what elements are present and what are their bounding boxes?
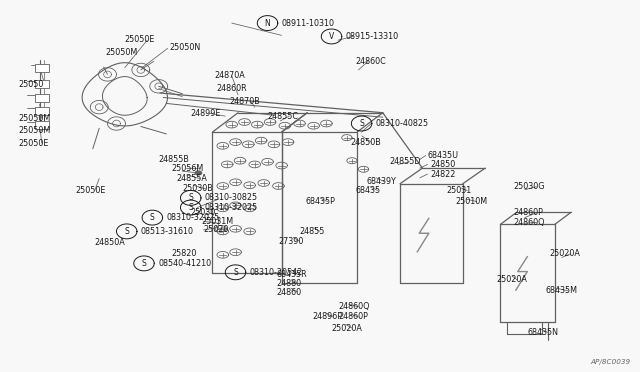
- Text: 25031: 25031: [447, 186, 472, 195]
- Text: 08915-13310: 08915-13310: [346, 32, 399, 41]
- Text: 25050E: 25050E: [125, 35, 155, 44]
- Text: 08540-41210: 08540-41210: [158, 259, 211, 268]
- Text: 24860P: 24860P: [513, 208, 543, 217]
- Text: 24870A: 24870A: [214, 71, 245, 80]
- Text: 24860Q: 24860Q: [513, 218, 545, 227]
- Text: N: N: [265, 19, 270, 28]
- Text: 25056M: 25056M: [172, 164, 204, 173]
- Text: 24899E: 24899E: [191, 109, 221, 118]
- Text: 08310-32025: 08310-32025: [205, 203, 258, 212]
- Text: 24860P: 24860P: [338, 312, 368, 321]
- Text: 27390: 27390: [278, 237, 304, 246]
- Text: 24850: 24850: [430, 160, 455, 169]
- Text: 24855A: 24855A: [176, 174, 207, 183]
- Text: S: S: [188, 203, 193, 212]
- Text: 25030: 25030: [191, 208, 216, 217]
- Text: 24880: 24880: [276, 279, 301, 288]
- Text: S: S: [359, 119, 364, 128]
- Text: S: S: [233, 268, 238, 277]
- Text: V: V: [329, 32, 334, 41]
- FancyBboxPatch shape: [35, 80, 49, 88]
- Text: 24870B: 24870B: [229, 97, 260, 106]
- Text: 24860C: 24860C: [355, 57, 386, 66]
- FancyBboxPatch shape: [35, 94, 49, 102]
- Text: 68435U: 68435U: [428, 151, 459, 160]
- Text: 24860Q: 24860Q: [338, 302, 369, 311]
- Text: 68435: 68435: [355, 186, 380, 195]
- Text: AP/8C0039: AP/8C0039: [590, 359, 630, 365]
- FancyBboxPatch shape: [35, 107, 49, 115]
- Text: 24822: 24822: [430, 170, 456, 179]
- Text: S: S: [124, 227, 129, 236]
- Text: 08310-30825: 08310-30825: [205, 193, 258, 202]
- Text: 25050M: 25050M: [18, 126, 50, 135]
- Text: 25020A: 25020A: [549, 249, 580, 258]
- Text: 24855: 24855: [300, 227, 325, 236]
- Text: 25050E: 25050E: [18, 139, 48, 148]
- Text: 25031M: 25031M: [202, 217, 234, 226]
- Text: 08513-31610: 08513-31610: [141, 227, 194, 236]
- Text: S: S: [141, 259, 147, 268]
- Text: 25030G: 25030G: [513, 182, 545, 191]
- Text: S: S: [188, 193, 193, 202]
- Text: 24850A: 24850A: [95, 238, 125, 247]
- Circle shape: [195, 171, 202, 175]
- Text: 25050: 25050: [18, 80, 44, 89]
- Text: 08310-20542: 08310-20542: [250, 268, 303, 277]
- Text: 08911-10310: 08911-10310: [282, 19, 335, 28]
- Text: S: S: [150, 213, 155, 222]
- Text: 25020A: 25020A: [332, 324, 362, 333]
- Text: 08310-32025: 08310-32025: [166, 213, 220, 222]
- Text: 25050E: 25050E: [76, 186, 106, 195]
- Text: 24896P: 24896P: [312, 312, 342, 321]
- Text: 24855C: 24855C: [268, 112, 298, 121]
- Text: 24855B: 24855B: [159, 155, 189, 164]
- Text: 68435R: 68435R: [276, 270, 307, 279]
- Text: 68439Y: 68439Y: [366, 177, 396, 186]
- Text: 24860R: 24860R: [216, 84, 247, 93]
- FancyBboxPatch shape: [35, 121, 49, 129]
- Text: 24855D: 24855D: [389, 157, 420, 166]
- Text: 25020A: 25020A: [496, 275, 527, 284]
- Text: 25050N: 25050N: [170, 43, 201, 52]
- Text: 68435N: 68435N: [528, 328, 559, 337]
- Text: 25030B: 25030B: [182, 185, 213, 193]
- Text: 25020: 25020: [204, 225, 229, 234]
- Text: 25050M: 25050M: [18, 114, 50, 123]
- FancyBboxPatch shape: [35, 64, 49, 72]
- Text: 24850B: 24850B: [351, 138, 381, 147]
- Text: 25050M: 25050M: [106, 48, 138, 57]
- Text: 25820: 25820: [172, 249, 197, 258]
- Text: 68435P: 68435P: [306, 197, 336, 206]
- Text: 24860: 24860: [276, 288, 301, 296]
- Text: 68435M: 68435M: [545, 286, 577, 295]
- Text: 08310-40825: 08310-40825: [376, 119, 429, 128]
- Text: 25010M: 25010M: [456, 197, 488, 206]
